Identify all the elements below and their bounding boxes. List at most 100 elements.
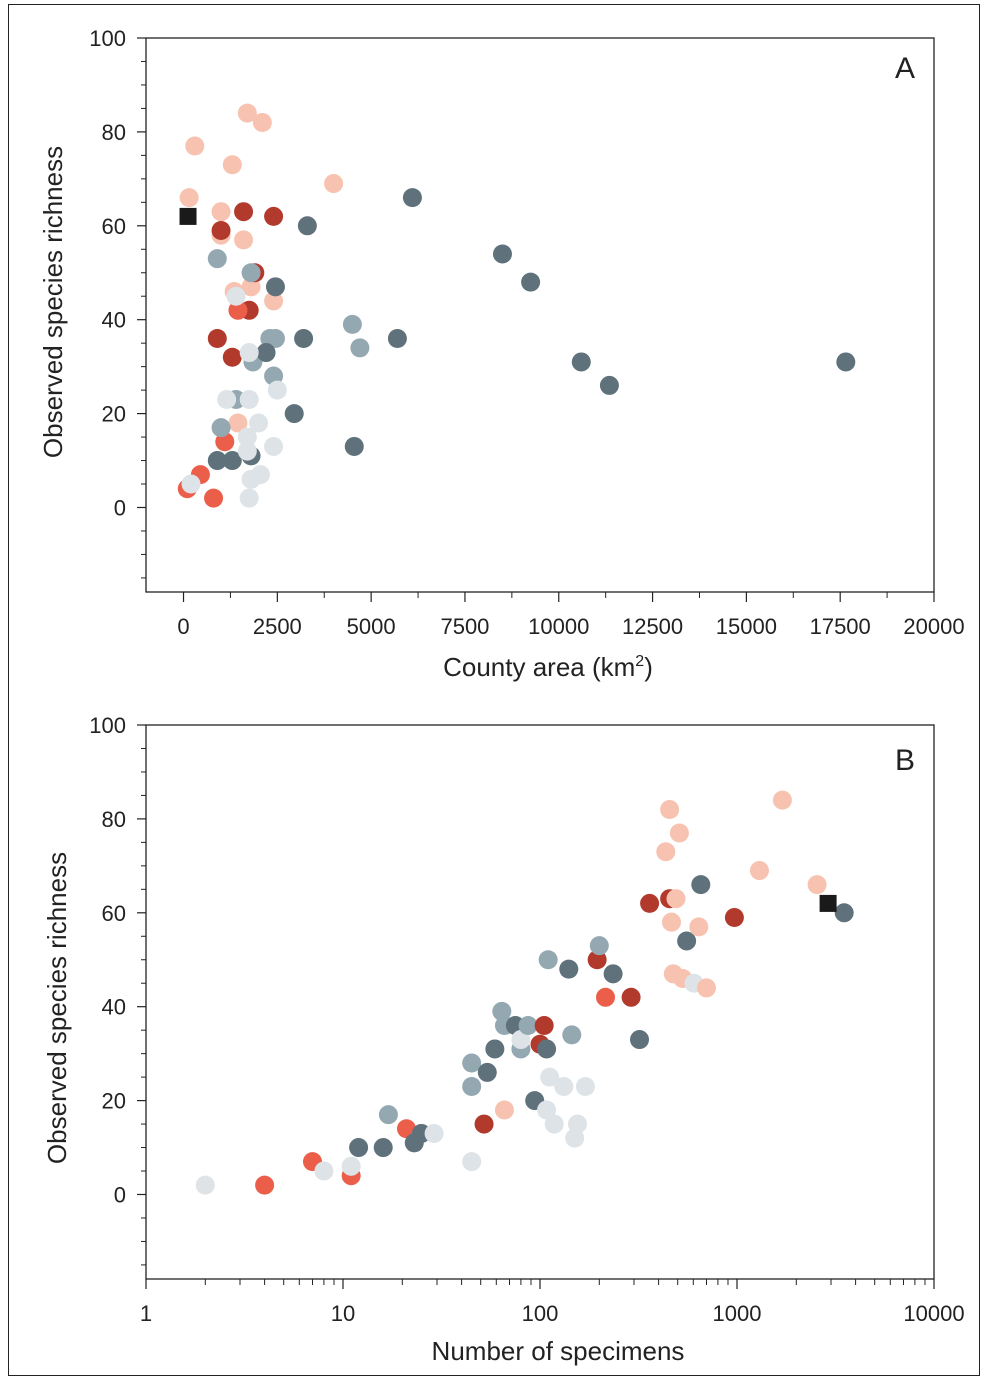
data-point [462,1077,482,1097]
data-point [724,907,744,927]
panel-b-ylabel: Observed species richness [42,852,72,1164]
data-point [267,380,287,400]
data-point [559,959,579,979]
data-point [485,1039,505,1059]
data-point [265,277,285,297]
data-point [294,328,314,348]
data-point [378,1105,398,1125]
data-point [807,875,827,895]
data-point [349,1138,369,1158]
data-point [567,1114,587,1134]
x-tick-label: 10000 [528,614,589,639]
data-point [237,427,257,447]
data-point [696,978,716,998]
panel-a-xlabel-end: ) [644,652,653,682]
data-point [204,488,224,508]
data-point [211,220,231,240]
data-point [621,987,641,1007]
x-tick-label: 10 [331,1301,355,1326]
data-point [181,474,201,494]
data-point [264,291,284,311]
data-point [211,202,231,222]
data-point [217,390,237,410]
x-tick-label: 20000 [903,614,964,639]
data-point [373,1138,393,1158]
data-point [689,917,709,937]
y-tick-label: 0 [114,1182,126,1207]
data-point [537,1039,557,1059]
data-point [587,950,607,970]
data-point [492,1001,512,1021]
data-point [324,174,344,194]
data-point [494,1100,514,1120]
data-point [677,931,697,951]
panel-a-ticks: 0 20 40 60 80 100 0 2500 5000 7500 10000 12500 15000… [89,26,964,639]
data-point [571,352,591,372]
y-tick-label: 100 [89,26,126,51]
data-point [237,103,257,123]
data-point [207,328,227,348]
panel-b: 0 20 40 60 80 100 1 10 100 1000 10000 B Observed s… [42,713,965,1366]
data-point [234,230,254,250]
data-point [538,950,558,970]
data-point [595,987,615,1007]
data-point [836,352,856,372]
data-point [179,188,199,208]
data-point [575,1077,595,1097]
data-point [424,1123,444,1143]
x-tick-label: 1000 [713,1301,762,1326]
data-point [344,436,364,456]
data-point [534,1015,554,1035]
x-tick-label: 2500 [253,614,302,639]
x-tick-label: 5000 [347,614,396,639]
y-tick-label: 40 [102,995,126,1020]
data-point [640,893,660,913]
reference-marker [819,894,837,912]
data-point [256,343,276,363]
data-point [474,1114,494,1134]
y-tick-label: 80 [102,120,126,145]
data-point [834,903,854,923]
data-point [477,1062,497,1082]
data-point [207,249,227,269]
panel-a-points [177,103,856,508]
data-point [599,375,619,395]
data-point [554,1077,574,1097]
y-tick-label: 40 [102,308,126,333]
y-tick-label: 100 [89,713,126,738]
data-point [537,1100,557,1120]
x-tick-label: 15000 [716,614,777,639]
data-point [669,823,689,843]
data-point [226,286,246,306]
y-tick-label: 60 [102,901,126,926]
x-tick-label: 10000 [903,1301,964,1326]
data-point [284,404,304,424]
data-point [234,202,254,222]
panel-a: 0 20 40 60 80 100 0 2500 5000 7500 10000 12500 15000… [38,26,965,682]
panel-a-xlabel: County area (km2) [443,652,653,682]
data-point [342,314,362,334]
panel-b-ticks: 0 20 40 60 80 100 1 10 100 1000 10000 [89,713,964,1326]
data-point [255,1175,275,1195]
data-point [222,155,242,175]
x-tick-label: 12500 [622,614,683,639]
data-point [237,441,257,461]
data-point [462,1053,482,1073]
data-point [630,1030,650,1050]
y-tick-label: 80 [102,807,126,832]
data-point [396,1119,416,1139]
x-tick-label: 17500 [810,614,871,639]
data-point [195,1175,215,1195]
data-point [211,418,231,438]
data-point [603,964,623,984]
data-point [252,113,272,133]
data-point [660,800,680,820]
y-tick-label: 0 [114,495,126,520]
data-point [562,1025,582,1045]
data-point [239,390,259,410]
panel-a-plot-area [145,37,935,593]
data-point [656,842,676,862]
panel-a-xlabel-sup: 2 [635,653,644,670]
panel-b-xlabel: Number of specimens [432,1336,685,1366]
